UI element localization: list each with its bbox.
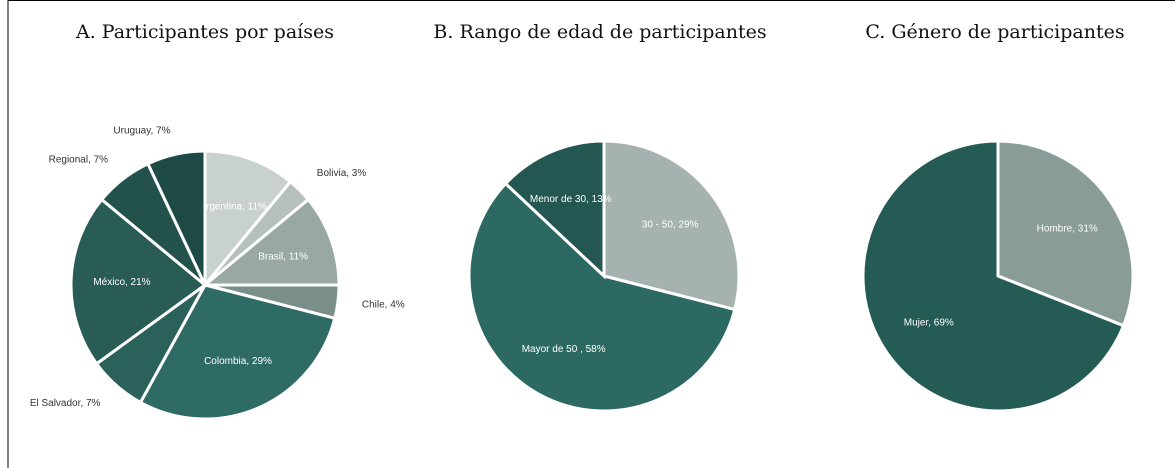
pie-slice <box>203 149 293 290</box>
data-label: Mayor de 50 , 58% <box>522 344 606 355</box>
pie-slice <box>200 197 341 287</box>
data-label: 30 - 50, 29% <box>642 219 699 230</box>
data-label: Regional, 7% <box>49 155 109 166</box>
pie-slice <box>602 139 741 312</box>
data-label: Hombre, 31% <box>1037 224 1098 235</box>
data-label: Uruguay, 7% <box>113 125 170 136</box>
data-label: Brasil, 11% <box>258 251 308 262</box>
data-label: Argentina, 11% <box>199 201 267 212</box>
chart-title: B. Rango de edad de participantes <box>433 21 766 43</box>
data-label: México, 21% <box>93 277 150 288</box>
chart-title: A. Participantes por países <box>75 21 334 43</box>
chart-title: C. Género de participantes <box>865 21 1124 43</box>
data-label: Menor de 30, 13% <box>530 194 612 205</box>
data-label: Colombia, 29% <box>204 356 272 367</box>
pie-slice <box>996 139 1135 328</box>
data-label: Chile, 4% <box>362 299 405 310</box>
pie-slice <box>138 283 337 421</box>
data-label: El Salvador, 7% <box>30 398 101 409</box>
pie-slice <box>861 139 1126 413</box>
pie-slice <box>145 149 207 286</box>
pie-slice <box>69 197 208 366</box>
pie-slice <box>467 181 737 413</box>
data-label: Bolivia, 3% <box>317 168 367 179</box>
data-label: Mujer, 69% <box>904 318 954 329</box>
pie-slice <box>503 139 606 280</box>
